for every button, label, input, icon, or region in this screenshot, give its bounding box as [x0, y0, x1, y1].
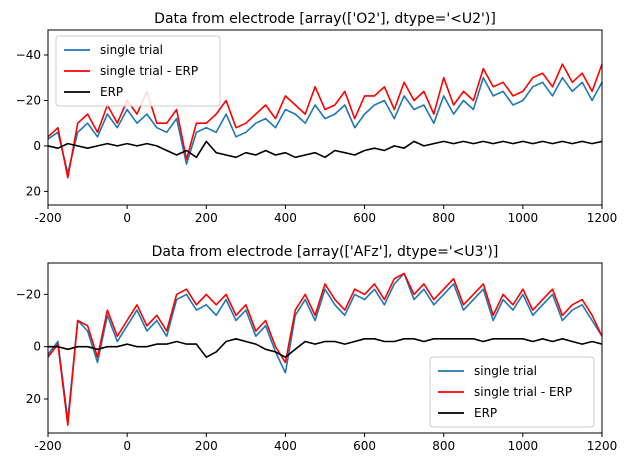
legend-label: single trial - ERP [474, 385, 572, 399]
x-tick-label: 400 [274, 211, 297, 225]
x-tick-label: 1200 [587, 211, 618, 225]
chart-title: Data from electrode [array(['O2'], dtype… [154, 11, 496, 27]
legend-box [55, 35, 221, 107]
y-tick-label: 0 [33, 139, 41, 153]
x-tick-label: 600 [353, 439, 376, 453]
x-tick-label: 800 [432, 211, 455, 225]
x-tick-label: 1000 [508, 439, 539, 453]
y-tick-label: −20 [16, 287, 41, 301]
legend-label: single trial - ERP [100, 64, 198, 78]
series-line-single-trial-erp [48, 63, 602, 179]
x-tick-label: 0 [123, 211, 131, 225]
x-tick-label: 200 [195, 211, 218, 225]
x-tick-label: 1000 [508, 211, 539, 225]
series-line-erp [48, 140, 602, 159]
plot-frame [47, 262, 603, 434]
x-tick-label: -200 [34, 211, 61, 225]
series-line-erp [48, 338, 602, 358]
chart-title: Data from electrode [array(['AFz'], dtyp… [152, 244, 499, 260]
legend-label: single trial [100, 43, 163, 57]
series-line-single-trial-erp [48, 272, 602, 426]
x-tick-label: 600 [353, 211, 376, 225]
y-tick-label: −20 [16, 93, 41, 107]
x-tick-label: 400 [274, 439, 297, 453]
series-line-single-trial [48, 272, 602, 421]
legend-label: ERP [100, 85, 123, 99]
series-line-single-trial [48, 76, 602, 174]
y-tick-label: 0 [33, 340, 41, 354]
legend-label: ERP [474, 406, 497, 420]
plot-frame [47, 29, 603, 206]
legend-label: single trial [474, 364, 537, 378]
x-tick-label: 0 [123, 439, 131, 453]
x-tick-label: -200 [34, 439, 61, 453]
chart-o2: Data from electrode [array(['O2'], dtype… [16, 11, 618, 225]
chart-afz: Data from electrode [array(['AFz'], dtyp… [16, 244, 618, 453]
legend-box [429, 356, 595, 428]
x-tick-label: 200 [195, 439, 218, 453]
y-tick-label: −40 [16, 48, 41, 62]
y-tick-label: 20 [26, 184, 41, 198]
x-tick-label: 800 [432, 439, 455, 453]
y-tick-label: 20 [26, 392, 41, 406]
x-tick-label: 1200 [587, 439, 618, 453]
